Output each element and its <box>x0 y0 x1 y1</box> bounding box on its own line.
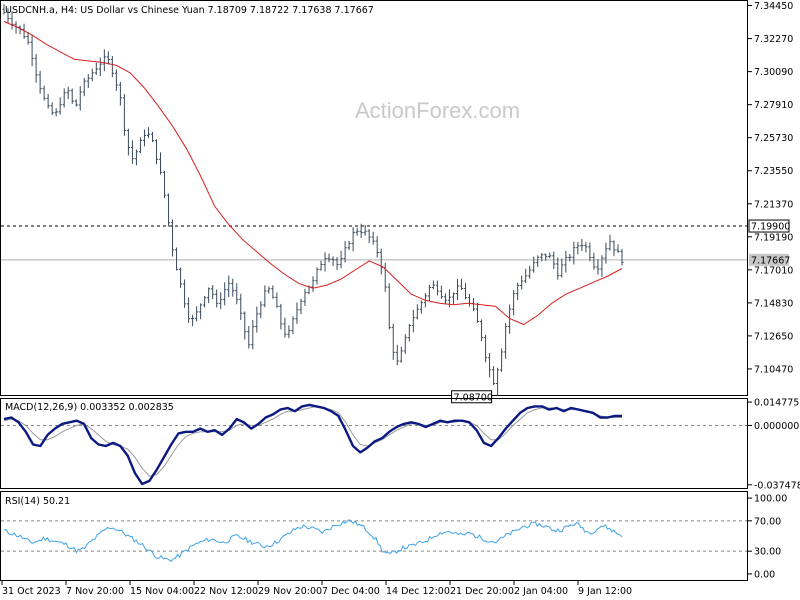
time-tick-label: 7 Nov 20:00 <box>66 586 124 597</box>
price-y-tick-label: 7.14830 <box>754 298 793 309</box>
macd-y-axis: 0.014775 0.000000 -0.037478 <box>748 398 800 491</box>
rsi-y-axis: 100.00 70.00 30.00 0.00 <box>748 494 787 580</box>
rsi-line <box>3 519 623 563</box>
rsi-lines <box>1 519 747 563</box>
time-tick-label: 21 Dec 20:00 <box>450 586 514 597</box>
macd-y-tick-label: 0.000000 <box>754 421 799 432</box>
time-tick-label: 9 Jan 12:00 <box>578 586 632 597</box>
price-bars <box>2 4 624 396</box>
price-y-tick-label: 7.10470 <box>754 364 793 375</box>
resistance-tag-label: 7.19900 <box>751 222 790 233</box>
moving-average-line <box>3 21 623 326</box>
price-y-tick-label: 7.30090 <box>754 67 793 78</box>
rsi-y-tick-label: 0.00 <box>754 569 775 580</box>
current-price-tag-label: 7.17667 <box>751 255 790 266</box>
price-tags: 7.19900 7.17667 7.08700 <box>451 219 790 404</box>
price-y-axis: 7.34450 7.32270 7.30090 7.27910 7.25730 7.235… <box>748 1 793 375</box>
price-y-tick-label: 7.32270 <box>754 34 793 45</box>
macd-y-tick-label: -0.037478 <box>754 480 800 491</box>
rsi-label: RSI(14) 50.21 <box>5 496 70 507</box>
rsi-panel-frame <box>0 491 748 581</box>
price-y-tick-label: 7.23550 <box>754 166 793 177</box>
price-y-tick-label: 7.17010 <box>754 265 793 276</box>
macd-lines <box>1 403 747 486</box>
price-y-tick-label: 7.25730 <box>754 133 793 144</box>
price-y-tick-label: 7.19190 <box>754 232 793 243</box>
macd-main-line <box>3 403 622 486</box>
chart-title: USDCNH.a, H4: US Dollar vs Chinese Yuan … <box>5 5 374 16</box>
price-y-tick-label: 7.21370 <box>754 199 793 210</box>
moving-average <box>3 21 623 326</box>
price-panel-frame <box>0 0 748 396</box>
price-y-tick-label: 7.34450 <box>754 1 793 12</box>
macd-signal-line <box>3 405 622 477</box>
macd-label: MACD(12,26,9) 0.003352 0.002835 <box>5 402 174 413</box>
time-tick-label: 2 Jan 04:00 <box>514 586 568 597</box>
rsi-y-tick-label: 30.00 <box>754 547 781 558</box>
time-axis: 31 Oct 2023 7 Nov 20:00 15 Nov 04:00 22 Nov… <box>1 581 632 597</box>
resistance-tag <box>748 219 790 233</box>
time-tick-label: 29 Nov 20:00 <box>258 586 322 597</box>
time-tick-label: 15 Nov 04:00 <box>130 586 194 597</box>
time-tick-label: 7 Dec 04:00 <box>322 586 380 597</box>
low-marker-tag <box>451 390 493 404</box>
time-tick-label: 31 Oct 2023 <box>2 586 61 597</box>
watermark: ActionForex.com <box>355 98 520 123</box>
price-levels <box>1 225 747 261</box>
rsi-y-tick-label: 100.00 <box>754 494 787 505</box>
price-y-tick-label: 7.27910 <box>754 100 793 111</box>
low-marker-label: 7.08700 <box>454 392 493 403</box>
price-y-tick-label: 7.12650 <box>754 331 793 342</box>
current-price-tag <box>749 253 789 266</box>
rsi-y-tick-label: 70.00 <box>754 516 781 527</box>
time-tick-label: 14 Dec 12:00 <box>386 586 450 597</box>
macd-panel-frame <box>0 398 748 489</box>
time-tick-label: 22 Nov 12:00 <box>194 586 258 597</box>
macd-y-tick-label: 0.014775 <box>754 398 799 409</box>
